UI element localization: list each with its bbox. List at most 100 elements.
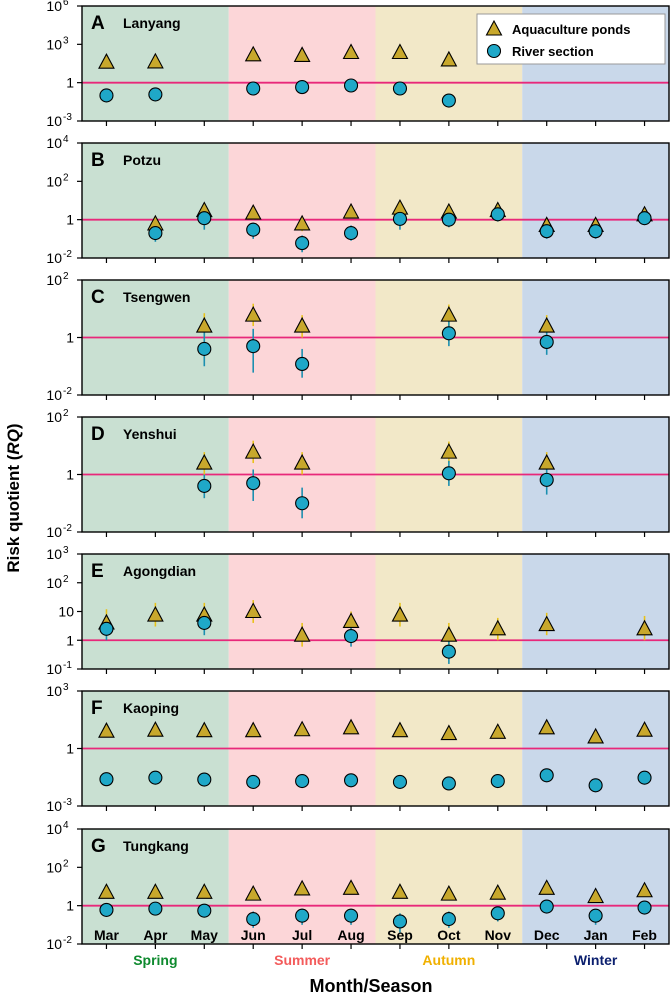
pond-point	[146, 883, 164, 899]
river-point	[197, 772, 212, 787]
river-point	[392, 774, 408, 789]
panel-site-name: Lanyang	[123, 15, 181, 31]
river-point	[490, 207, 505, 222]
legend-ponds-label: Aquaculture ponds	[512, 22, 630, 37]
y-tick-base: 10	[46, 387, 62, 403]
pond-point	[293, 316, 311, 333]
y-tick-label: 10	[46, 575, 62, 591]
y-tick-exponent: 2	[63, 858, 69, 869]
pond-point	[195, 316, 213, 333]
panel-frame	[81, 5, 670, 122]
river-point	[295, 496, 310, 511]
panel-letter: B	[91, 150, 105, 171]
pond-point	[391, 883, 409, 899]
y-tick-exponent: 3	[63, 682, 69, 693]
y-tick-base: 10	[46, 524, 62, 540]
pond-point	[489, 619, 507, 636]
y-tick-label: 10	[46, 821, 62, 837]
y-tick-base: 10	[46, 936, 62, 952]
y-tick-label: 10	[46, 250, 62, 266]
river-point	[539, 334, 554, 350]
month-label: Jul	[292, 927, 312, 943]
pond-point	[440, 626, 458, 642]
y-tick-base: 1	[66, 467, 74, 483]
pond-point	[293, 626, 311, 642]
month-label: Feb	[632, 927, 657, 943]
river-point	[295, 774, 310, 789]
panel-frame	[81, 279, 670, 396]
pond-point	[440, 50, 458, 67]
y-tick-exponent: 2	[63, 172, 69, 183]
pond-point	[195, 453, 213, 470]
panel-frame	[81, 690, 670, 807]
pond-point	[146, 52, 164, 69]
river-point	[197, 341, 212, 356]
pond-point	[98, 883, 115, 899]
y-tick-label: 10	[46, 524, 62, 540]
y-tick-label: 1	[66, 898, 74, 914]
y-tick-label: 1	[66, 632, 74, 648]
river-point	[588, 908, 603, 923]
pond-point	[440, 724, 458, 741]
y-tick-base: 10	[46, 546, 62, 562]
y-tick-base: 10	[46, 113, 62, 129]
pond-point	[440, 305, 458, 322]
pond-point	[342, 879, 360, 895]
pond-point	[391, 721, 409, 738]
y-tick-label: 10	[46, 936, 62, 952]
y-tick-base: 10	[46, 0, 62, 14]
river-point	[148, 87, 163, 102]
panel-letter: C	[91, 287, 105, 308]
y-tick-exponent: 4	[63, 820, 69, 831]
river-point	[197, 615, 212, 630]
pond-point	[538, 879, 556, 895]
y-tick-label: 1	[66, 741, 74, 757]
river-point	[246, 222, 261, 237]
river-point	[148, 901, 163, 916]
river-point	[441, 644, 456, 659]
season-band-winter	[522, 143, 669, 258]
y-tick-exponent: 6	[63, 0, 69, 8]
y-tick-label: 10	[46, 387, 62, 403]
season-label-autumn: Autumn	[422, 952, 475, 968]
month-label: Jan	[584, 927, 608, 943]
season-band-autumn	[375, 143, 523, 258]
y-tick-label: 1	[66, 467, 74, 483]
river-point	[295, 80, 310, 95]
pond-point	[440, 442, 458, 459]
month-label: Nov	[485, 927, 512, 943]
season-label-winter: Winter	[574, 952, 618, 968]
y-tick-label: 1	[66, 330, 74, 346]
river-point	[392, 211, 408, 226]
y-tick-label: 10	[46, 546, 62, 562]
season-band-winter	[522, 554, 669, 669]
y-tick-base: 10	[46, 661, 62, 677]
panel-letter: E	[91, 561, 104, 582]
y-tick-base: 1	[66, 212, 74, 228]
pond-point	[587, 727, 605, 744]
legend-circle-marker	[486, 43, 502, 59]
panel-site-name: Tungkang	[123, 838, 189, 854]
pond-point	[391, 43, 409, 60]
y-tick-base: 10	[46, 409, 62, 425]
y-tick-base: 10	[46, 859, 62, 875]
pond-point	[244, 203, 262, 220]
month-label: Oct	[437, 927, 461, 943]
river-point	[246, 476, 261, 491]
river-point	[99, 621, 114, 636]
river-point	[539, 899, 554, 914]
y-tick-label: 10	[46, 683, 62, 699]
river-point	[343, 226, 359, 241]
panel-frame	[81, 553, 670, 670]
pond-point	[146, 721, 164, 737]
panel-frame	[81, 416, 670, 533]
river-point	[490, 906, 505, 921]
river-point	[148, 226, 163, 241]
legend-box	[476, 13, 666, 65]
panel-letter: D	[91, 424, 105, 445]
river-point	[441, 776, 456, 791]
